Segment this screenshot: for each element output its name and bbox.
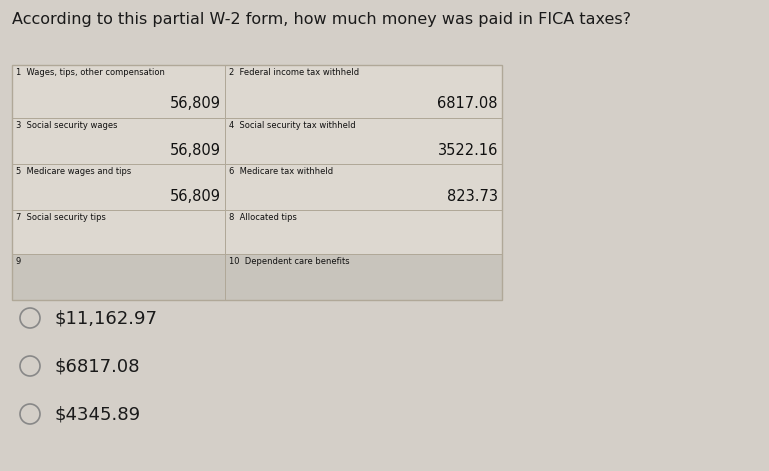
Text: $11,162.97: $11,162.97 — [55, 309, 158, 327]
Text: 56,809: 56,809 — [170, 189, 221, 204]
Bar — [12, 210, 225, 254]
Text: 10  Dependent care benefits: 10 Dependent care benefits — [229, 257, 350, 266]
Text: 5  Medicare wages and tips: 5 Medicare wages and tips — [16, 167, 131, 176]
Text: $4345.89: $4345.89 — [55, 405, 141, 423]
Text: $6817.08: $6817.08 — [55, 357, 141, 375]
Text: 56,809: 56,809 — [170, 143, 221, 158]
Text: 8  Allocated tips: 8 Allocated tips — [229, 212, 297, 221]
Bar — [225, 164, 502, 210]
Text: 3  Social security wages: 3 Social security wages — [16, 121, 118, 130]
Text: 9: 9 — [16, 257, 22, 266]
Bar — [12, 65, 502, 300]
Bar — [12, 254, 225, 300]
Text: 6  Medicare tax withheld: 6 Medicare tax withheld — [229, 167, 333, 176]
Text: 823.73: 823.73 — [447, 189, 498, 204]
Text: According to this partial W-2 form, how much money was paid in FICA taxes?: According to this partial W-2 form, how … — [12, 12, 631, 27]
Text: 56,809: 56,809 — [170, 96, 221, 111]
Bar — [225, 210, 502, 254]
Bar — [12, 65, 225, 118]
Text: 2  Federal income tax withheld: 2 Federal income tax withheld — [229, 68, 359, 77]
Bar — [225, 65, 502, 118]
Bar — [12, 164, 225, 210]
Text: 7  Social security tips: 7 Social security tips — [16, 212, 106, 221]
Bar — [12, 118, 225, 164]
Text: 1  Wages, tips, other compensation: 1 Wages, tips, other compensation — [16, 68, 165, 77]
Text: 6817.08: 6817.08 — [438, 96, 498, 111]
Bar — [225, 254, 502, 300]
Text: 3522.16: 3522.16 — [438, 143, 498, 158]
Bar — [225, 118, 502, 164]
Text: 4  Social security tax withheld: 4 Social security tax withheld — [229, 121, 356, 130]
